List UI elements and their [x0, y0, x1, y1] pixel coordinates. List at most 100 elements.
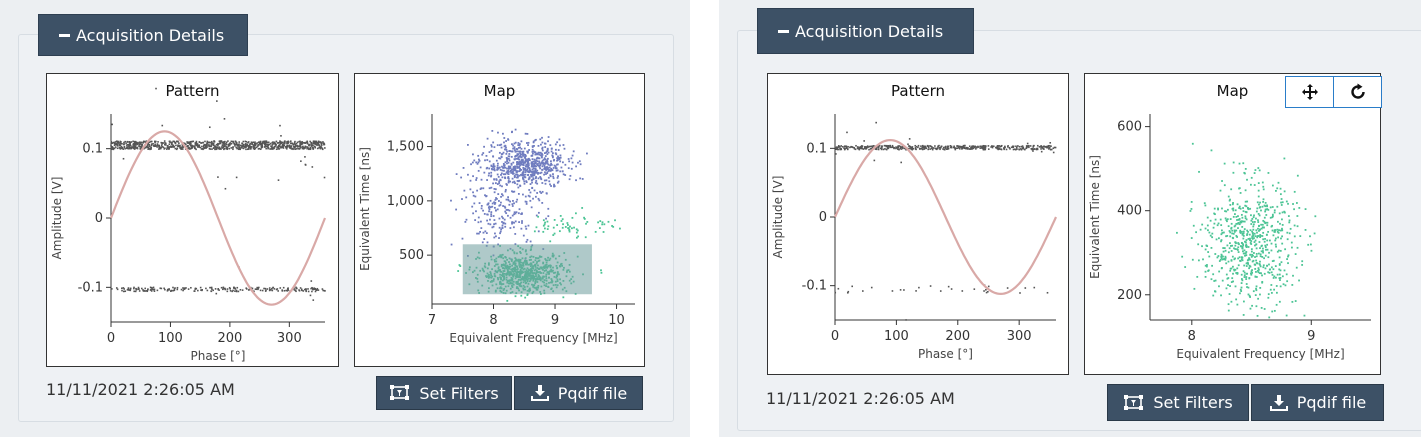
data-point [539, 190, 541, 193]
data-point [1040, 145, 1042, 147]
data-point [1053, 146, 1056, 149]
data-point [518, 163, 521, 165]
data-point [503, 137, 506, 139]
data-point [506, 184, 508, 186]
pqdif-file-button[interactable]: Pqdif file [514, 376, 643, 410]
data-point [116, 144, 119, 146]
data-point [856, 146, 859, 148]
data-point [557, 180, 560, 183]
data-point [943, 148, 946, 151]
pqdif-file-button[interactable]: Pqdif file [1251, 384, 1384, 421]
data-point [1246, 259, 1249, 262]
data-point [1233, 247, 1235, 250]
data-point [861, 147, 863, 150]
data-point [251, 143, 253, 145]
data-point [911, 148, 913, 150]
data-point [518, 144, 521, 147]
data-point [1281, 275, 1284, 278]
data-point [531, 173, 534, 176]
data-point [525, 180, 528, 183]
data-point [250, 146, 252, 149]
data-point [526, 168, 529, 171]
data-point [255, 143, 257, 146]
y-tick-label: 0.1 [806, 141, 827, 156]
y-tick-label: -0.1 [802, 279, 827, 294]
data-point [1229, 204, 1232, 206]
data-point [257, 286, 260, 289]
data-point [1292, 203, 1294, 205]
data-point [275, 288, 278, 291]
data-point [545, 173, 547, 175]
data-point [112, 148, 115, 151]
data-point [891, 290, 894, 292]
data-point [507, 167, 510, 170]
data-point [1251, 232, 1254, 234]
data-point [1296, 225, 1299, 228]
data-point [1259, 206, 1262, 208]
data-point [855, 144, 857, 147]
data-point [1259, 255, 1262, 258]
data-point [1220, 257, 1223, 260]
data-point [907, 143, 909, 146]
data-point [204, 140, 206, 143]
data-point [189, 144, 192, 147]
data-point [927, 145, 929, 147]
data-point [920, 145, 922, 147]
data-point [950, 146, 953, 149]
reset-zoom-button[interactable] [1333, 77, 1381, 107]
data-point [1012, 148, 1015, 151]
data-point [507, 155, 510, 158]
data-point [1232, 280, 1234, 283]
data-point [164, 143, 166, 146]
data-point [208, 147, 211, 150]
data-point [549, 240, 552, 243]
data-point [206, 142, 208, 144]
data-point [870, 286, 873, 289]
data-point [1257, 227, 1259, 230]
data-point [258, 144, 260, 146]
data-point [549, 164, 552, 167]
acquisition-details-toggle[interactable]: Acquisition Details [38, 14, 248, 56]
data-point [273, 147, 275, 150]
data-point [306, 140, 309, 143]
data-point [139, 147, 142, 150]
data-point [545, 179, 548, 182]
set-filters-button[interactable]: Set Filters [1107, 384, 1249, 421]
data-point [1234, 209, 1237, 212]
data-point [1206, 216, 1209, 219]
data-point [504, 225, 507, 228]
data-point [298, 145, 301, 147]
set-filters-button[interactable]: Set Filters [376, 376, 512, 410]
data-point [1241, 279, 1244, 282]
data-point [505, 209, 508, 211]
data-point [1255, 247, 1258, 250]
data-point [158, 147, 161, 150]
data-point [927, 148, 930, 151]
data-point [308, 144, 310, 147]
data-point [201, 288, 203, 291]
data-point [125, 142, 127, 145]
data-point [166, 148, 168, 151]
data-point [136, 146, 139, 149]
data-point [127, 288, 130, 291]
data-point [314, 140, 317, 143]
data-point [253, 290, 255, 293]
data-point [502, 166, 504, 169]
data-point [310, 141, 312, 144]
data-point [1198, 170, 1200, 173]
data-point [569, 225, 571, 228]
data-point [223, 287, 225, 290]
data-point [182, 287, 184, 289]
data-point [1232, 232, 1235, 235]
acquisition-details-toggle[interactable]: Acquisition Details [757, 8, 974, 54]
data-point [520, 174, 523, 176]
data-point [316, 287, 319, 290]
data-point [1240, 221, 1243, 224]
data-point [119, 148, 122, 150]
data-point [1054, 146, 1057, 149]
data-point [301, 147, 304, 150]
data-point [232, 146, 234, 148]
pan-button[interactable] [1286, 77, 1333, 107]
data-point [1265, 234, 1268, 236]
data-point [525, 203, 528, 205]
